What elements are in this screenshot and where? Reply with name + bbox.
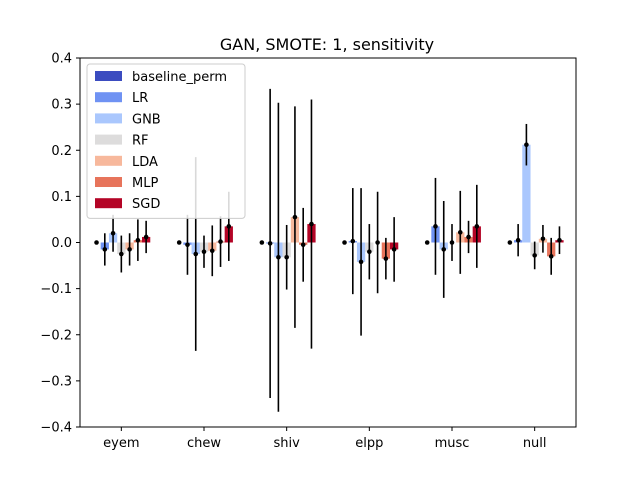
y-tick-label: −0.1 xyxy=(40,282,72,297)
point-RF-elpp xyxy=(367,249,372,255)
x-axis: eyem chew shiv elpp musc null xyxy=(103,427,547,451)
point-LR-musc xyxy=(433,224,438,229)
legend-label-LDA: LDA xyxy=(132,155,158,170)
point-GNB-musc xyxy=(441,247,447,252)
chart-title: GAN, SMOTE: 1, sensitivity xyxy=(220,35,434,54)
legend-swatch-GNB xyxy=(95,113,122,124)
y-tick-label: 0.2 xyxy=(51,144,72,159)
point-LDA-chew xyxy=(209,248,215,254)
legend-label-baseline_perm: baseline_perm xyxy=(132,70,227,85)
legend-box xyxy=(86,63,246,219)
y-tick-label: 0.4 xyxy=(51,52,72,67)
x-tick-label-shiv: shiv xyxy=(274,436,301,451)
y-tick-label: 0.3 xyxy=(51,98,72,113)
legend-label-LR: LR xyxy=(132,91,148,106)
point-LR-chew xyxy=(185,242,190,248)
legend-swatch-LR xyxy=(95,92,122,103)
point-LR-null xyxy=(515,237,521,243)
point-LDA-shiv xyxy=(292,214,298,220)
y-tick-label: −0.3 xyxy=(40,374,72,389)
point-RF-chew xyxy=(201,249,207,255)
y-tick-label: −0.4 xyxy=(40,421,72,436)
point-MLP-chew xyxy=(218,239,223,244)
point-SGD-elpp xyxy=(391,247,397,252)
point-SGD-eyem xyxy=(143,234,149,240)
point-baseline_perm-shiv xyxy=(259,240,265,245)
y-tick-label: −0.2 xyxy=(40,328,72,343)
x-tick-label-chew: chew xyxy=(187,436,221,451)
point-baseline_perm-elpp xyxy=(342,240,347,245)
point-SGD-musc xyxy=(474,224,480,229)
x-tick-label-elpp: elpp xyxy=(355,436,383,451)
point-SGD-shiv xyxy=(309,221,314,227)
point-baseline_perm-null xyxy=(507,240,513,245)
point-GNB-chew xyxy=(193,251,199,257)
legend-swatch-baseline_perm xyxy=(95,71,122,81)
legend-swatch-SGD xyxy=(95,198,122,209)
point-RF-musc xyxy=(449,240,455,245)
point-GNB-null xyxy=(524,142,529,148)
y-tick-label: 0.1 xyxy=(51,190,72,205)
legend-swatch-RF xyxy=(95,134,122,145)
point-LDA-eyem xyxy=(127,247,132,252)
point-RF-shiv xyxy=(284,254,289,260)
legend-label-RF: RF xyxy=(132,134,149,149)
point-LDA-null xyxy=(540,236,546,242)
x-tick-label-null: null xyxy=(523,436,547,451)
legend-swatch-LDA xyxy=(95,155,122,166)
point-MLP-null xyxy=(548,254,554,259)
point-LR-elpp xyxy=(350,238,356,244)
point-MLP-musc xyxy=(466,234,471,240)
point-LDA-elpp xyxy=(375,240,380,245)
point-GNB-shiv xyxy=(276,254,281,260)
point-MLP-shiv xyxy=(300,242,306,248)
point-GNB-elpp xyxy=(358,259,364,265)
x-tick-label-musc: musc xyxy=(435,436,470,451)
x-tick-label-eyem: eyem xyxy=(103,436,139,451)
point-LR-eyem xyxy=(102,247,108,252)
legend: baseline_perm LR GNB RF LDA MLP SGD xyxy=(86,63,246,219)
point-LDA-musc xyxy=(457,230,463,235)
point-LR-shiv xyxy=(267,241,273,246)
y-axis: −0.4 −0.3 −0.2 −0.1 0.0 0.1 0.2 0.3 0.4 xyxy=(40,52,80,436)
legend-swatch-MLP xyxy=(95,177,122,187)
point-SGD-chew xyxy=(226,224,232,229)
point-baseline_perm-eyem xyxy=(94,240,99,245)
point-GNB-eyem xyxy=(110,230,116,236)
legend-label-SGD: SGD xyxy=(132,197,160,212)
point-baseline_perm-chew xyxy=(176,240,182,245)
y-tick-label: 0.0 xyxy=(51,236,72,251)
point-MLP-eyem xyxy=(135,237,141,243)
legend-label-GNB: GNB xyxy=(132,112,161,127)
point-SGD-null xyxy=(557,237,562,243)
point-RF-eyem xyxy=(119,251,124,257)
legend-label-MLP: MLP xyxy=(132,176,158,191)
point-MLP-elpp xyxy=(383,256,389,261)
point-RF-null xyxy=(532,253,537,258)
bar-GNB-null xyxy=(522,144,531,243)
point-baseline_perm-musc xyxy=(424,240,430,245)
